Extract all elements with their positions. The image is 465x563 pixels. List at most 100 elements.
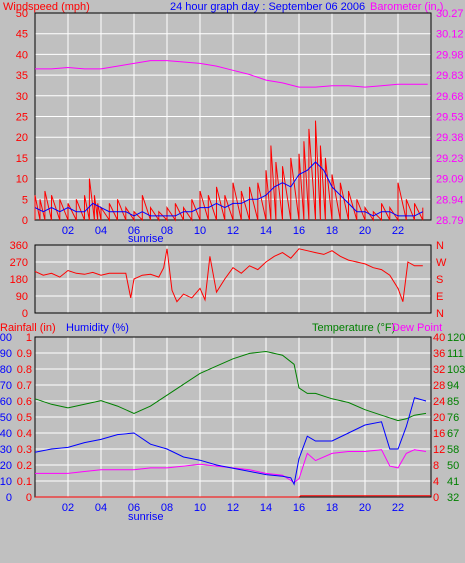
panel1-y-right-tick-2: 29.09 [436,174,464,186]
panel2-frame [34,244,432,314]
panel3-humidity-tick-3: 30 [0,444,12,456]
panel1-x-tick-10: 10 [194,225,206,237]
panel2-y-right-tick-2: S [436,274,443,286]
panel3-x-tick-22: 22 [392,502,404,514]
panel1-y-left-tick-0: 0 [22,215,28,227]
panel1-y-left-tick-3: 15 [16,153,28,165]
panel1-y-left-tick-7: 35 [16,70,28,82]
panel1-x-tick-08: 08 [161,225,173,237]
panel3-tempC-tick-8: 32 [433,364,445,376]
panel3-humidity-tick-2: 20 [0,460,12,472]
panel3-tempC-tick-3: 12 [433,444,445,456]
panel3-x-tick-20: 20 [359,502,371,514]
temperature-humidity-panel: 010203040506070809010000.10.20.30.40.50.… [0,332,465,514]
panel1-y-right-tick-4: 29.38 [436,132,464,144]
panel3-humidity-tick-6: 60 [0,396,12,408]
panel1-y-right-tick-10: 30.27 [436,8,464,20]
panel3-tempC-tick-6: 24 [433,396,445,408]
panel1-y-right-tick-8: 29.98 [436,49,464,61]
dewpoint-series [35,449,427,484]
temperature-axis-title: Temperature (°F) [312,322,395,334]
panel3-tempF-tick-9: 111 [447,348,464,360]
panel3-rain-tick-10: 1 [26,332,32,344]
panel1-y-right-tick-5: 29.53 [436,112,464,124]
panel2-y-left-tick-4: 360 [10,240,28,252]
panel3-humidity-tick-8: 80 [0,364,12,376]
panel3-x-tick-10: 10 [194,502,206,514]
panel1-y-left-tick-5: 25 [16,112,28,124]
temperature-series [34,350,427,422]
humidity-axis-title: Humidity (%) [66,322,129,334]
panel3-tempC-tick-10: 40 [433,332,445,344]
panel1-x-tick-04: 04 [95,225,107,237]
panel3-humidity-tick-9: 90 [0,348,12,360]
panel1-y-right-tick-0: 28.79 [436,215,464,227]
panel3-tempF-tick-10: 120 [447,332,465,344]
panel1-y-left-tick-2: 10 [16,174,28,186]
panel1-y-left-tick-10: 50 [16,8,28,20]
sunrise-label-bottom: sunrise [128,511,163,523]
panel3-x-tick-04: 04 [95,502,107,514]
panel1-y-right-tick-7: 29.83 [436,70,464,82]
panel3-tempC-tick-7: 28 [433,380,445,392]
dewpoint-axis-title: Dew Point [392,322,442,334]
panel1-y-right-tick-6: 29.68 [436,91,464,103]
panel1-x-tick-12: 12 [227,225,239,237]
panel3-humidity-tick-10: 100 [0,332,12,344]
humidity-series [34,397,427,486]
panel3-tempF-tick-3: 58 [447,444,459,456]
panel1-y-left-tick-1: 5 [22,194,28,206]
panel3-rain-tick-4: 0.4 [17,428,32,440]
windspeed-axis-title: Windspeed (mph) [3,1,90,13]
panel3-humidity-tick-1: 10 [0,476,12,488]
panel1-y-left-tick-4: 20 [16,132,28,144]
panel3-humidity-tick-5: 50 [0,412,12,424]
panel3-x-tick-08: 08 [161,502,173,514]
panel3-x-tick-18: 18 [326,502,338,514]
panel1-x-tick-02: 02 [62,225,74,237]
panel1-x-tick-18: 18 [326,225,338,237]
barometer-series [35,60,428,88]
panel1-x-tick-14: 14 [260,225,272,237]
panel3-tempF-tick-2: 50 [447,460,459,472]
panel2-y-right-tick-0: N [436,308,444,320]
panel3-humidity-tick-4: 40 [0,428,12,440]
panel3-rain-tick-7: 0.7 [17,380,32,392]
panel2-y-left-tick-2: 180 [10,274,28,286]
graph-title: 24 hour graph day : September 06 2006 [170,1,365,13]
panel3-x-tick-02: 02 [62,502,74,514]
panel3-tempF-tick-4: 67 [447,428,459,440]
panel3-tempC-tick-2: 8 [433,460,439,472]
panel3-tempC-tick-9: 36 [433,348,445,360]
panel3-tempF-tick-8: 103 [447,364,465,376]
panel1-y-left-tick-9: 45 [16,29,28,41]
panel3-rain-tick-6: 0.6 [17,396,32,408]
panel3-tempC-tick-0: 0 [433,492,439,504]
panel3-x-tick-06: 06 [128,502,140,514]
panel3-tempF-tick-5: 76 [447,412,459,424]
panel3-tempC-tick-5: 20 [433,412,445,424]
panel3-tempF-tick-0: 32 [447,492,459,504]
panel3-rain-tick-2: 0.2 [17,460,32,472]
panel2-y-right-tick-3: W [436,257,447,269]
panel3-tempF-tick-7: 94 [447,380,459,392]
panel1-x-tick-20: 20 [359,225,371,237]
panel3-humidity-tick-7: 70 [0,380,12,392]
panel1-x-tick-06: 06 [128,225,140,237]
panel2-y-right-tick-1: E [436,291,443,303]
panel2-y-left-tick-3: 270 [10,257,28,269]
rainfall-series [35,495,431,498]
panel2-y-right-tick-4: N [436,240,444,252]
panel3-tempF-tick-6: 85 [447,396,459,408]
panel1-y-left-tick-6: 30 [16,91,28,103]
panel3-rain-tick-1: 0.1 [17,476,32,488]
panel1-x-tick-22: 22 [392,225,404,237]
panel3-rain-tick-0: 0 [26,492,32,504]
panel1-y-right-tick-3: 29.23 [436,153,464,165]
panel1-y-left-tick-8: 40 [16,49,28,61]
panel3-x-tick-16: 16 [293,502,305,514]
panel3-rain-tick-5: 0.5 [17,412,32,424]
panel1-y-right-tick-1: 28.94 [436,194,464,206]
